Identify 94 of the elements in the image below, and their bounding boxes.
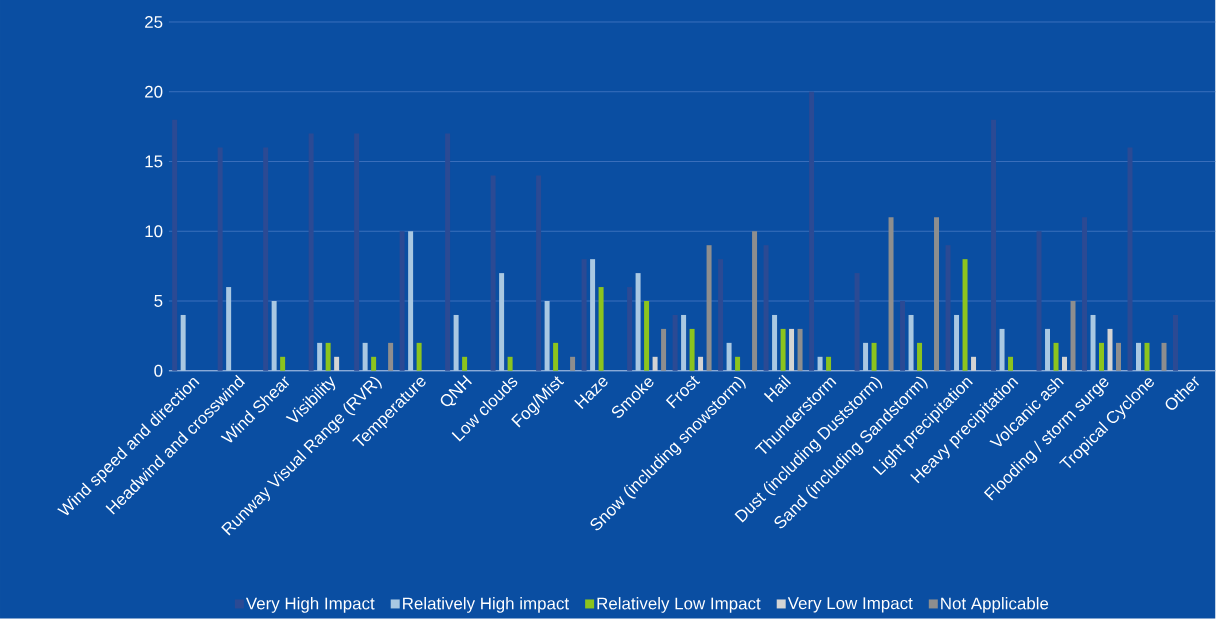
bar <box>490 175 496 371</box>
bar <box>308 133 314 371</box>
legend-label: Very High Impact <box>245 597 375 614</box>
bar <box>826 357 832 371</box>
y-tick-label: 5 <box>154 295 163 308</box>
bar <box>945 245 951 371</box>
bar <box>544 301 550 371</box>
y-tick-label: 15 <box>145 155 163 168</box>
bar <box>217 147 223 371</box>
bar <box>706 245 712 371</box>
bar <box>507 357 513 371</box>
bar <box>971 357 977 371</box>
legend-label: Relatively High impact <box>403 597 569 614</box>
bar <box>1090 315 1096 371</box>
y-tick-label: 25 <box>145 16 163 29</box>
bar <box>908 315 914 371</box>
bar <box>271 301 277 371</box>
bar <box>772 315 778 371</box>
bar <box>789 329 795 371</box>
bar <box>581 259 587 371</box>
bar <box>681 315 687 371</box>
bar <box>553 343 559 371</box>
legend-label: Relatively Low Impact <box>597 597 761 614</box>
bar <box>1062 357 1068 371</box>
bar <box>1173 315 1179 371</box>
bar <box>399 231 405 371</box>
bar <box>1127 147 1133 371</box>
bar <box>962 259 968 371</box>
bar <box>718 259 724 371</box>
bar <box>652 357 658 371</box>
bar <box>536 175 542 371</box>
bar <box>780 329 786 371</box>
bar <box>763 245 769 371</box>
bar <box>371 357 377 371</box>
y-tick-label: 10 <box>145 225 163 238</box>
bar <box>1099 343 1105 371</box>
bar <box>888 217 894 371</box>
bar <box>388 343 394 371</box>
bar <box>954 315 960 371</box>
bar <box>863 343 869 371</box>
bar <box>362 343 368 371</box>
bar <box>871 343 877 371</box>
bar <box>408 231 414 371</box>
bar <box>809 91 815 371</box>
bar <box>698 357 704 371</box>
bar <box>917 343 923 371</box>
bar <box>1008 357 1014 371</box>
bar <box>172 119 178 371</box>
bar <box>1070 301 1076 371</box>
bar <box>499 273 505 371</box>
bar <box>726 343 732 371</box>
bar <box>1116 343 1122 371</box>
bar <box>934 217 940 371</box>
bar <box>334 357 340 371</box>
bar <box>1144 343 1150 371</box>
bar <box>1036 231 1042 371</box>
bar <box>900 301 906 371</box>
bar <box>735 357 741 371</box>
bar <box>1045 329 1051 371</box>
bar <box>354 133 360 371</box>
bar <box>854 273 860 371</box>
bar <box>570 357 576 371</box>
bar <box>1082 217 1088 371</box>
bar <box>991 119 997 371</box>
bar <box>999 329 1005 371</box>
bar <box>462 357 468 371</box>
bar <box>325 343 331 371</box>
bar <box>317 343 323 371</box>
bar <box>689 329 695 371</box>
bar <box>1107 329 1113 371</box>
bar <box>752 231 758 371</box>
bar <box>226 287 232 371</box>
bar <box>1161 343 1167 371</box>
bar <box>180 315 186 371</box>
bar <box>627 287 633 371</box>
bar <box>1136 343 1142 371</box>
y-tick-label: 0 <box>154 364 163 377</box>
bar <box>453 315 459 371</box>
bar <box>1053 343 1059 371</box>
legend-label: Very Low Impact <box>787 597 913 613</box>
bar <box>635 273 641 371</box>
bar <box>263 147 269 371</box>
bar <box>590 259 596 371</box>
bar <box>672 315 678 371</box>
legend-label: Not Applicable <box>941 597 1049 614</box>
bar <box>416 343 422 371</box>
bar <box>644 301 650 371</box>
y-tick-label: 20 <box>145 85 163 98</box>
bar <box>280 357 286 371</box>
bar <box>598 287 604 371</box>
bar <box>797 329 803 371</box>
bar <box>817 357 823 371</box>
bar <box>661 329 667 371</box>
bar <box>445 133 451 371</box>
